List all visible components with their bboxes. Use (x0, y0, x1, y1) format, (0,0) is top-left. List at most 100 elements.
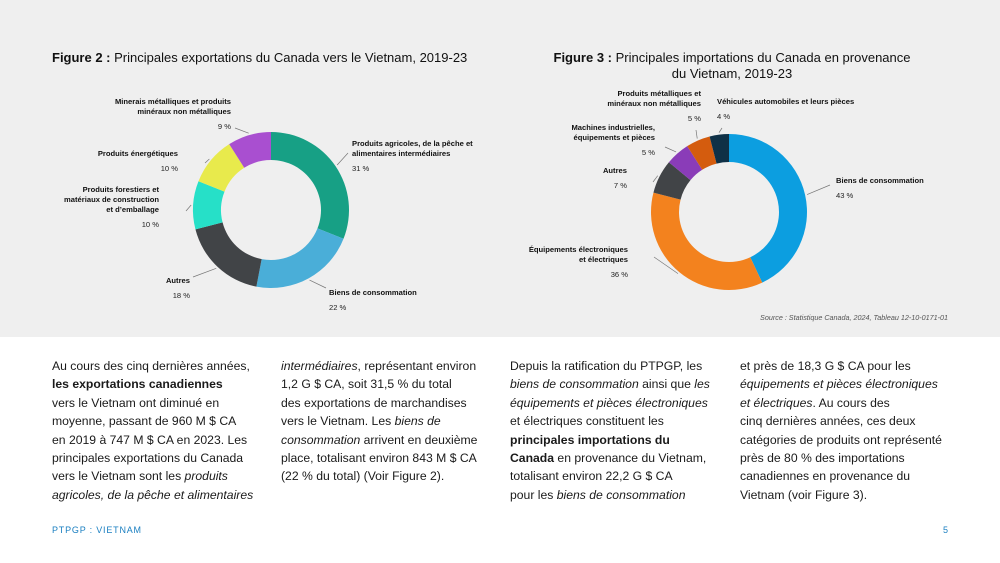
slice-label: matériaux de construction (64, 195, 159, 204)
donut-slice (198, 144, 245, 192)
slice-label: Machines industrielles, (571, 123, 655, 132)
donut-slice (729, 134, 807, 283)
slice-label: Produits énergétiques (98, 149, 178, 158)
slice-label: Véhicules automobiles et leurs pièces (717, 97, 854, 106)
donut-slice (193, 181, 225, 230)
slice-value-label: 5 % (642, 148, 655, 157)
donut-slice (653, 162, 691, 200)
slice-label: et électriques (579, 255, 628, 264)
body-column-1: Au cours des cinq dernières années, les e… (52, 357, 264, 504)
body-column-1-text-run: Au cours des cinq dernières années, (52, 359, 250, 373)
leader-line (192, 267, 217, 278)
body-column-2-text-run: intermédiaires (281, 359, 358, 373)
body-column-2-text-run: des exportations de marchandises (281, 395, 467, 410)
donut-slice (709, 134, 729, 164)
slice-label: équipements et pièces (574, 133, 655, 142)
donut-slice (651, 192, 763, 290)
body-column-3-text-run: en provenance du Vietnam, (554, 451, 707, 466)
body-column-4-text-run: équipements et pièces électroniques (740, 377, 938, 392)
slice-value-label: 22 % (329, 303, 347, 312)
leader-line (234, 127, 249, 134)
body-column-2-text-run: consommation (281, 432, 361, 447)
slice-label: Autres (166, 276, 190, 285)
body-column-3-text-run: ainsi que (638, 377, 695, 392)
figure2-title: Figure 2 : Principales exportations du C… (52, 50, 467, 66)
body-column-4-text-run: canadiennes en provenance du (740, 469, 911, 484)
body-column-4-text-run: près de 80 % des importations (740, 451, 905, 466)
body-column-1-text-run: vers le Vietnam sont les (52, 469, 185, 484)
slice-value-label: 36 % (611, 270, 629, 279)
body-column-3-text-run: les (694, 377, 710, 392)
body-column-3-text-run: et électriques constituent les (510, 414, 664, 429)
body-column-2-text-run: , représentant environ (357, 359, 477, 373)
figure3-title-line1: Principales importations du Canada en pr… (615, 50, 911, 65)
slice-value-label: 5 % (688, 114, 701, 123)
slice-label: minéraux non métalliques (607, 99, 701, 108)
footer-document-label: PTPGP : VIETNAM (52, 525, 142, 535)
body-column-4-text-run: et près de 18,3 G $ CA pour les (740, 359, 911, 373)
slice-label: et d’emballage (106, 205, 159, 214)
slice-value-label: 43 % (836, 191, 854, 200)
slice-label: Produits forestiers et (83, 185, 160, 194)
figure3-label: Figure 3 : (553, 50, 613, 65)
body-column-2-text-run: 1,2 G $ CA, soit 31,5 % du total (281, 377, 452, 392)
body-column-3-text-run: Depuis la ratification du PTPGP, les (510, 359, 703, 373)
body-column-1-text-run: moyenne, passant de 960 M $ CA (52, 414, 237, 429)
body-column-1-text-run: principales exportations du Canada (52, 451, 244, 466)
leader-line (653, 256, 679, 274)
donut-slice (256, 228, 344, 288)
figure3-donut-chart: Biens de consommation 43 % Équipements éle… (529, 89, 924, 290)
slice-label: Autres (603, 166, 627, 175)
leader-line (652, 175, 658, 183)
body-column-2-text-run: biens de (394, 414, 441, 429)
slice-label: Biens de consommation (329, 288, 417, 297)
body-column-3-text-run: équipements et pièces électroniques (510, 395, 708, 410)
body-column-4-text-run: Vietnam (voir Figure 3). (740, 487, 868, 502)
body-column-3-text-run: pour les (510, 487, 557, 502)
slice-value-label: 18 % (173, 291, 191, 300)
leader-line (695, 129, 698, 139)
figure2-donut-chart: Produits agricoles, de la pêche etalimen… (64, 97, 473, 312)
body-column-3-text-run: biens de consommation (510, 377, 639, 392)
body-column-2-text-run: (22 % du total) (Voir Figure 2). (281, 469, 445, 484)
body-column-2-text-run: vers le Vietnam. Les (281, 414, 395, 429)
slice-value-label: 31 % (352, 164, 370, 173)
slice-label: minéraux non métalliques (137, 107, 231, 116)
slice-label: Produits métalliques et (617, 89, 701, 98)
body-column-4-text-run: et électriques (740, 395, 813, 410)
body-column-1-text-run: agricoles, de la pêche et alimentaires (52, 487, 254, 502)
body-column-1-text-run: en 2019 à 747 M $ CA en 2023. Les (52, 432, 248, 447)
body-column-1-text-run: les exportations canadiennes (52, 377, 223, 392)
body-column-2-text-run: place, totalisant environ 843 M $ CA (281, 451, 477, 466)
body-column-3-text-run: Canada (510, 451, 555, 466)
leader-line (718, 127, 723, 133)
figure2-title-text: Principales exportations du Canada vers … (114, 50, 468, 65)
slice-value-label: 9 % (218, 122, 231, 131)
leader-line (185, 204, 192, 212)
donut-slice (195, 222, 262, 287)
slice-label: Biens de consommation (836, 176, 924, 185)
body-column-4-text-run: . Au cours des (812, 395, 890, 410)
source-note: Source : Statistique Canada, 2024, Table… (760, 313, 948, 322)
figure2-label: Figure 2 : (52, 50, 111, 65)
donut-slice (229, 132, 271, 168)
slice-value-label: 10 % (142, 220, 160, 229)
body-column-3-text-run: totalisant environ 22,2 G $ CA (510, 469, 673, 484)
leader-line (309, 279, 327, 289)
slice-value-label: 10 % (161, 164, 179, 173)
slice-label: Produits agricoles, de la pêche et (352, 139, 473, 148)
page-number: 5 (942, 525, 948, 535)
figure3-title: Figure 3 : Principales importations du C… (542, 50, 922, 82)
figures-panel: Figure 2 : Principales exportations du C… (0, 0, 1000, 337)
leader-line (336, 152, 349, 166)
slice-value-label: 4 % (717, 112, 730, 121)
slice-value-label: 7 % (614, 181, 627, 190)
body-column-2: intermédiaires, représentant environ 1,2 … (281, 357, 493, 486)
slice-label: alimentaires intermédiaires (352, 149, 450, 158)
donut-slice (687, 136, 717, 170)
body-column-3-text-run: principales importations du (510, 432, 670, 447)
body-column-3-text-run: biens de consommation (556, 487, 686, 502)
leader-line (204, 158, 210, 164)
donut-slice (668, 146, 703, 181)
body-column-1-text-run: vers le Vietnam ont diminué en (52, 395, 220, 410)
